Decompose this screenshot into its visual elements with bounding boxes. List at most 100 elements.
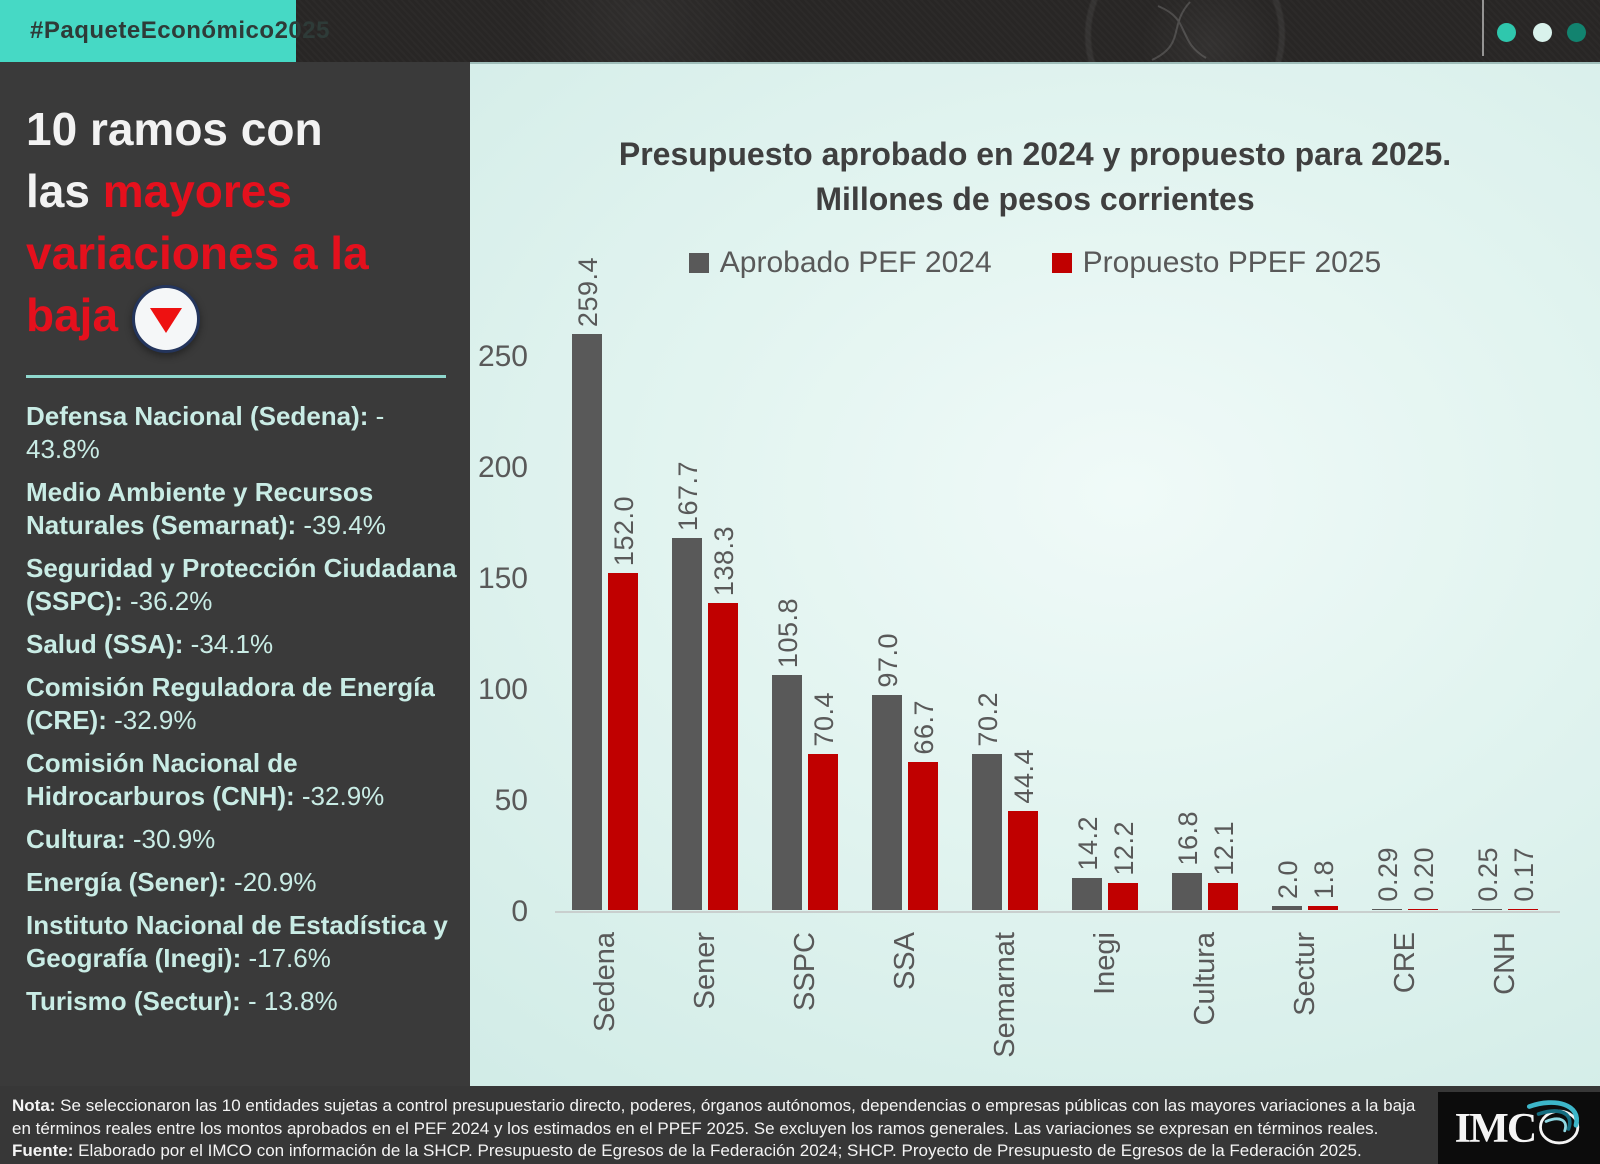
bar-value-label: 12.2 bbox=[1109, 821, 1139, 876]
chart-title: Presupuesto aprobado en 2024 y propuesto… bbox=[470, 132, 1600, 222]
list-item-name: Comisión Reguladora de Energía (CRE): bbox=[26, 671, 435, 735]
list-item: Seguridad y Protección Ciudadana (SSPC):… bbox=[26, 552, 462, 618]
bar-value-label: 259.4 bbox=[573, 256, 603, 327]
y-axis-tick-label: 150 bbox=[477, 562, 528, 595]
bar-value-label: 14.2 bbox=[1073, 816, 1103, 871]
x-axis-category-label: CRE bbox=[1389, 932, 1421, 994]
list-item: Comisión Nacional de Hidrocarburos (CNH)… bbox=[26, 747, 462, 813]
bar-value-label: 97.0 bbox=[873, 633, 903, 688]
source-line: Fuente: Elaborado por el IMCO con inform… bbox=[12, 1140, 1422, 1163]
title-segment: baja bbox=[26, 289, 119, 341]
list-item: Energía (Sener): -20.9% bbox=[26, 866, 462, 899]
title-line: 10 ramos con bbox=[26, 98, 426, 160]
bar-aprobado-sener bbox=[672, 538, 702, 910]
bar-propuesto-semarnat bbox=[1008, 811, 1038, 910]
list-item-value: -30.9% bbox=[125, 823, 216, 854]
note-text: Se seleccionaron las 10 entidades sujeta… bbox=[12, 1096, 1416, 1138]
list-item: Cultura: -30.9% bbox=[26, 823, 462, 856]
y-axis-tick-label: 0 bbox=[511, 895, 528, 928]
x-axis-line bbox=[555, 911, 1560, 913]
bar-aprobado-sedena bbox=[572, 334, 602, 910]
title-segment: las bbox=[26, 165, 103, 217]
imco-logo: IMC bbox=[1438, 1092, 1600, 1164]
list-item: Defensa Nacional (Sedena): - 43.8% bbox=[26, 400, 462, 466]
bar-aprobado-sspc bbox=[772, 675, 802, 910]
vertical-hairline-decoration bbox=[1482, 0, 1484, 56]
title-segment: 10 ramos con bbox=[26, 103, 323, 155]
bar-value-label: 2.0 bbox=[1273, 859, 1303, 899]
list-item-name: Medio Ambiente y Recursos Naturales (Sem… bbox=[26, 476, 374, 540]
bar-value-label: 1.8 bbox=[1309, 859, 1339, 899]
bar-value-label: 66.7 bbox=[909, 700, 939, 755]
note-label: Nota: bbox=[12, 1096, 56, 1115]
bar-aprobado-cre bbox=[1372, 909, 1402, 910]
chart-title-line1: Presupuesto aprobado en 2024 y propuesto… bbox=[618, 136, 1452, 172]
bar-propuesto-sener bbox=[708, 603, 738, 910]
list-item: Instituto Nacional de Estadística y Geog… bbox=[26, 909, 462, 975]
bar-propuesto-ssa bbox=[908, 762, 938, 910]
hashtag-banner: #PaqueteEconómico2025 bbox=[0, 0, 329, 62]
footer-notes: Nota: Se seleccionaron las 10 entidades … bbox=[12, 1095, 1422, 1163]
chart-title-line2: Millones de pesos corrientes bbox=[815, 181, 1255, 217]
title-line: baja bbox=[26, 284, 426, 353]
y-axis-tick-label: 50 bbox=[494, 784, 528, 817]
bar-chart-panel: Presupuesto aprobado en 2024 y propuesto… bbox=[470, 62, 1600, 1086]
bar-propuesto-sedena bbox=[608, 573, 638, 910]
y-axis-tick-label: 100 bbox=[477, 673, 528, 706]
bar-aprobado-sectur bbox=[1272, 906, 1302, 910]
sidebar: 10 ramos con las mayores variaciones a la b… bbox=[0, 62, 470, 1086]
bar-value-label: 167.7 bbox=[673, 460, 703, 531]
x-axis-category-label: Inegi bbox=[1089, 932, 1121, 995]
list-item-value: -32.9% bbox=[106, 704, 197, 735]
list-item: Turismo (Sectur): - 13.8% bbox=[26, 985, 462, 1018]
bar-aprobado-ssa bbox=[872, 695, 902, 910]
list-item-value: -20.9% bbox=[226, 866, 317, 897]
bar-value-label: 152.0 bbox=[609, 495, 639, 566]
y-axis-tick-label: 250 bbox=[477, 340, 528, 373]
list-item: Comisión Reguladora de Energía (CRE): -3… bbox=[26, 671, 462, 737]
bar-value-label: 0.20 bbox=[1409, 847, 1439, 902]
main-content: 10 ramos con las mayores variaciones a la b… bbox=[0, 62, 1600, 1086]
source-label: Fuente: bbox=[12, 1141, 74, 1160]
page-title: 10 ramos con las mayores variaciones a la b… bbox=[26, 98, 426, 353]
chart-legend: Aprobado PEF 2024 Propuesto PPEF 2025 bbox=[470, 246, 1600, 280]
bar-value-label: 105.8 bbox=[773, 597, 803, 668]
x-axis-category-label: CNH bbox=[1489, 932, 1521, 995]
list-item-name: Salud (SSA): bbox=[26, 628, 184, 659]
legend-item: Propuesto PPEF 2025 bbox=[1051, 246, 1381, 280]
legend-item: Aprobado PEF 2024 bbox=[688, 246, 992, 280]
list-item-value: -36.2% bbox=[122, 585, 213, 616]
bar-propuesto-sectur bbox=[1308, 906, 1338, 910]
svg-text:IMC: IMC bbox=[1455, 1106, 1536, 1152]
list-item-value: - 43.8% bbox=[26, 400, 385, 464]
variation-list: Defensa Nacional (Sedena): - 43.8% Medio … bbox=[26, 400, 462, 1018]
bar-propuesto-cnh bbox=[1508, 909, 1538, 910]
texture-scratch-decoration bbox=[1151, 1, 1207, 61]
list-item: Salud (SSA): -34.1% bbox=[26, 628, 462, 661]
bar-propuesto-cre bbox=[1408, 909, 1438, 910]
x-axis-category-label: Sectur bbox=[1289, 932, 1321, 1016]
list-item-value: -39.4% bbox=[296, 509, 386, 540]
bar-value-label: 70.2 bbox=[973, 692, 1003, 747]
list-item-name: Cultura: bbox=[26, 823, 126, 854]
list-item-name: Instituto Nacional de Estadística y Geog… bbox=[26, 909, 448, 973]
legend-label: Aprobado PEF 2024 bbox=[719, 246, 992, 279]
bar-value-label: 0.17 bbox=[1509, 847, 1539, 902]
bar-value-label: 138.3 bbox=[709, 525, 739, 596]
bar-value-label: 44.4 bbox=[1009, 749, 1039, 804]
list-item-name: Energía (Sener): bbox=[26, 866, 227, 897]
bar-propuesto-sspc bbox=[808, 754, 838, 910]
title-segment: mayores bbox=[102, 165, 292, 217]
x-axis-category-label: Semarnat bbox=[989, 932, 1021, 1058]
list-item-value: -17.6% bbox=[241, 942, 331, 973]
bar-value-label: 16.8 bbox=[1173, 811, 1203, 866]
note-line: Nota: Se seleccionaron las 10 entidades … bbox=[12, 1095, 1422, 1140]
down-triangle-icon bbox=[132, 284, 201, 353]
bar-aprobado-inegi bbox=[1072, 878, 1102, 910]
footer: Nota: Se seleccionaron las 10 entidades … bbox=[0, 1086, 1600, 1164]
title-divider bbox=[26, 374, 446, 378]
bar-aprobado-semarnat bbox=[972, 754, 1002, 910]
title-line: variaciones a la bbox=[26, 222, 426, 284]
source-text: Elaborado por el IMCO con información de… bbox=[73, 1141, 1362, 1160]
bar-aprobado-cultura bbox=[1172, 873, 1202, 910]
